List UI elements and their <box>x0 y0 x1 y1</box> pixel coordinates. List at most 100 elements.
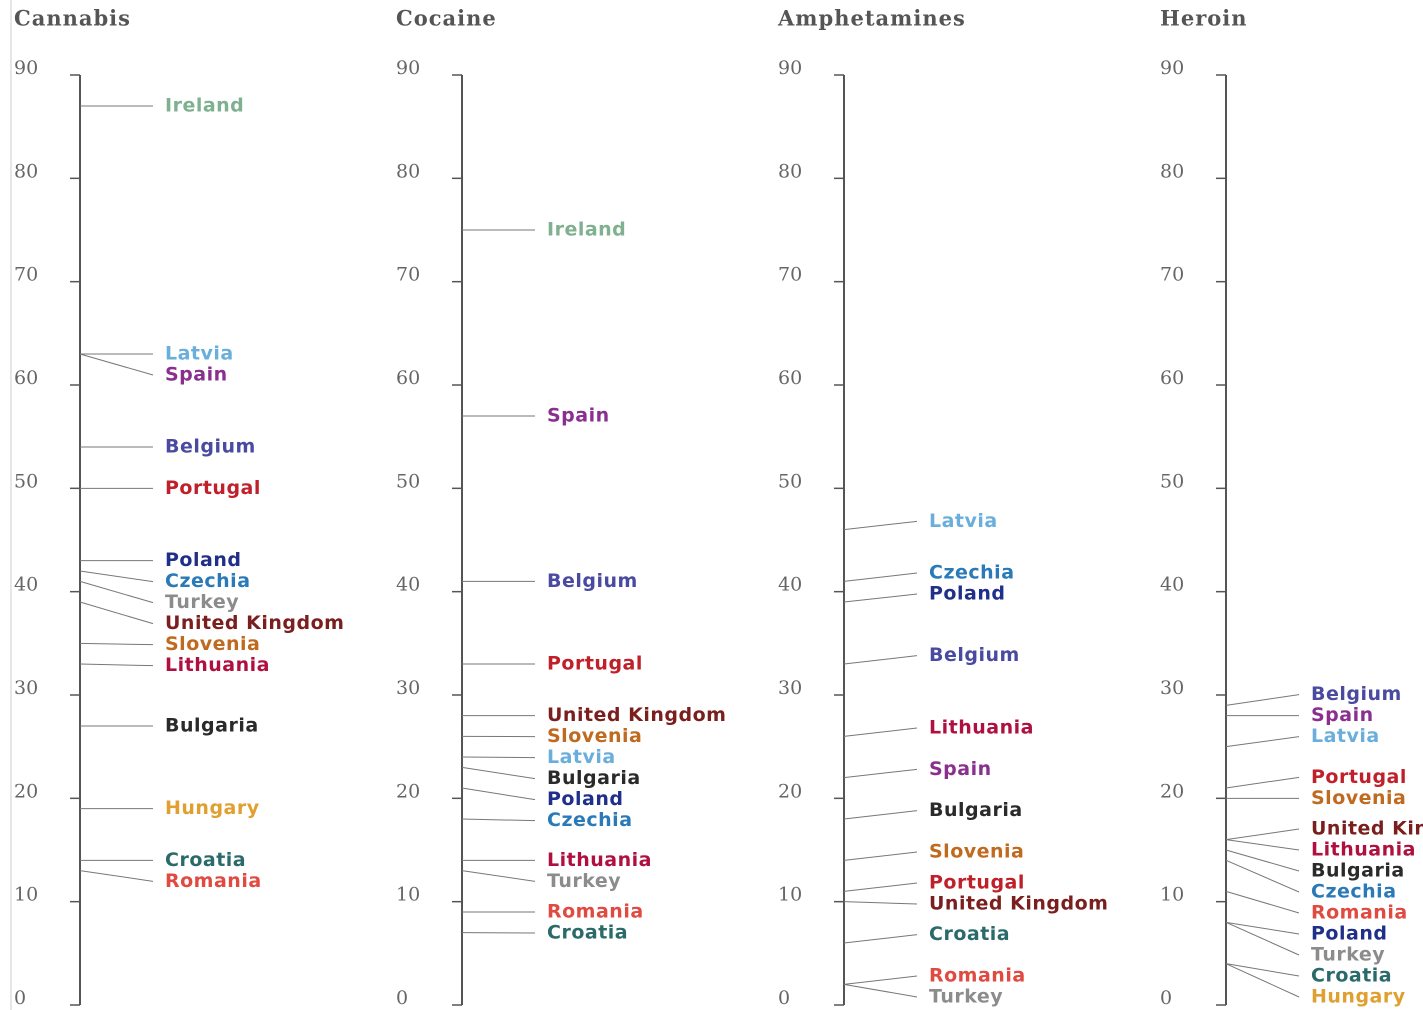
leader-line <box>1225 963 1300 977</box>
y-tick-label: 40 <box>14 574 38 596</box>
country-label: Spain <box>1311 704 1374 726</box>
leader-line <box>79 580 154 604</box>
country-label: Romania <box>547 901 644 923</box>
country-label: Bulgaria <box>1311 860 1405 882</box>
leader-line <box>843 593 918 603</box>
country-label: Ireland <box>547 219 626 241</box>
y-tick-label: 10 <box>778 884 802 906</box>
y-tick-label: 0 <box>1160 987 1172 1009</box>
leader-line <box>843 572 918 582</box>
country-label: Spain <box>929 758 992 780</box>
y-tick-label: 30 <box>396 677 420 699</box>
country-label: Latvia <box>929 510 998 532</box>
country-label: Belgium <box>929 644 1020 666</box>
y-tick-label: 50 <box>14 470 38 492</box>
y-tick-label: 60 <box>14 367 38 389</box>
leader-line <box>1225 849 1300 872</box>
country-label: Poland <box>1311 923 1387 945</box>
country-label: Belgium <box>1311 683 1402 705</box>
leader-line <box>461 766 536 780</box>
y-tick-label: 20 <box>14 780 38 802</box>
country-label: Ireland <box>165 95 244 117</box>
leader-line <box>79 601 154 625</box>
country-label: Poland <box>165 549 241 571</box>
country-label: United Kingdom <box>1311 818 1423 840</box>
leader-line <box>1225 736 1300 748</box>
leader-line <box>1225 921 1300 935</box>
country-label: Czechia <box>1311 881 1397 903</box>
y-tick-label: 10 <box>396 884 420 906</box>
country-label: Latvia <box>547 746 616 768</box>
leader-line <box>843 655 918 665</box>
y-tick-label: 90 <box>778 57 802 79</box>
leader-line <box>843 901 918 905</box>
country-label: Hungary <box>165 797 260 819</box>
y-tick-label: 50 <box>396 470 420 492</box>
country-label: Portugal <box>929 872 1025 894</box>
leader-line <box>1225 859 1300 893</box>
country-label: Bulgaria <box>929 799 1023 821</box>
country-label: Latvia <box>1311 725 1380 747</box>
leader-line <box>1225 776 1300 789</box>
y-tick-label: 0 <box>778 987 790 1009</box>
y-tick-label: 70 <box>1160 264 1184 286</box>
y-tick-label: 40 <box>778 574 802 596</box>
leader-line <box>79 663 154 667</box>
country-label: Lithuania <box>547 849 652 871</box>
country-label: Croatia <box>1311 965 1392 987</box>
y-tick-label: 10 <box>1160 884 1184 906</box>
y-tick-label: 70 <box>778 264 802 286</box>
country-label: Romania <box>1311 902 1408 924</box>
leader-line <box>79 353 154 376</box>
country-label: Croatia <box>547 922 628 944</box>
leader-line <box>461 870 536 882</box>
y-tick-label: 20 <box>778 780 802 802</box>
country-label: Belgium <box>547 570 638 592</box>
y-tick-label: 20 <box>1160 780 1184 802</box>
leader-line <box>461 818 536 822</box>
leader-line <box>843 810 918 820</box>
country-label: United Kingdom <box>165 612 344 634</box>
leader-line <box>843 934 918 944</box>
country-label: Lithuania <box>1311 839 1416 861</box>
country-label: Romania <box>929 965 1026 987</box>
leader-line <box>79 570 154 583</box>
country-label: Lithuania <box>165 654 270 676</box>
country-label: Turkey <box>929 986 1003 1008</box>
leader-line <box>843 768 918 779</box>
country-label: United Kingdom <box>547 704 726 726</box>
leader-line <box>1225 839 1300 851</box>
y-tick-label: 80 <box>396 160 420 182</box>
y-tick-label: 50 <box>1160 470 1184 492</box>
leader-line <box>843 882 918 892</box>
y-tick-label: 90 <box>396 57 420 79</box>
leader-line <box>79 642 154 646</box>
leader-line <box>843 851 918 861</box>
country-label: Portugal <box>1311 766 1407 788</box>
chart-title: Amphetamines <box>777 6 966 31</box>
country-label: Lithuania <box>929 717 1034 739</box>
country-label: Bulgaria <box>547 767 641 789</box>
country-label: Croatia <box>165 849 246 871</box>
country-label: Czechia <box>165 570 251 592</box>
leader-line <box>79 870 154 882</box>
leader-line <box>461 756 536 759</box>
leader-line <box>1225 921 1300 956</box>
y-tick-label: 60 <box>1160 367 1184 389</box>
country-label: Turkey <box>1311 944 1385 966</box>
country-label: Poland <box>547 788 623 810</box>
chart-title: Cannabis <box>14 6 131 31</box>
country-label: Slovenia <box>929 841 1024 863</box>
country-label: Hungary <box>1311 986 1406 1008</box>
y-tick-label: 70 <box>14 264 38 286</box>
y-tick-label: 0 <box>396 987 408 1009</box>
country-label: Poland <box>929 583 1005 605</box>
country-label: Romania <box>165 870 262 892</box>
y-tick-label: 30 <box>14 677 38 699</box>
country-label: Czechia <box>929 562 1015 584</box>
chart-title: Cocaine <box>396 6 497 31</box>
country-label: Slovenia <box>1311 787 1406 809</box>
country-label: Slovenia <box>165 633 260 655</box>
leader-line <box>843 975 918 985</box>
